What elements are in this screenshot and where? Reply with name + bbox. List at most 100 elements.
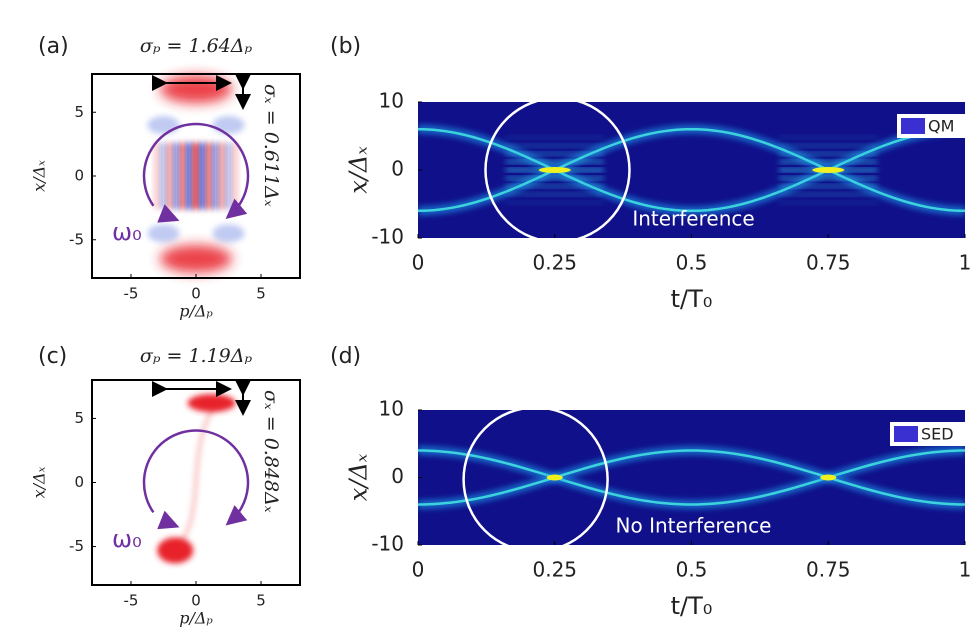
- fringe: [212, 142, 219, 210]
- fringe: [167, 142, 173, 210]
- fringe: [180, 142, 186, 210]
- x-tick-label: 1: [959, 251, 972, 275]
- fringe: [779, 176, 878, 180]
- annotation: Interference: [632, 207, 754, 231]
- fringe: [160, 142, 167, 210]
- panel: (d) No Interference SED 0 0.25 0.5 0.75 1 -10 0 10…: [330, 344, 971, 620]
- fringe: [505, 176, 604, 180]
- x-tick-label: 0: [412, 558, 425, 582]
- density-blob: [187, 394, 236, 413]
- y-tick-label: 5: [74, 103, 84, 121]
- heatmap: [418, 445, 965, 510]
- legend-swatch: [894, 426, 918, 442]
- rotation-arrow: [157, 510, 180, 530]
- x-tick-label: 5: [256, 285, 266, 303]
- omega-label: ω₀: [112, 218, 142, 246]
- lobe: [147, 224, 180, 243]
- sigma-x-label: σₓ = 0.611Δₓ: [260, 84, 282, 207]
- fringe: [225, 142, 232, 210]
- legend-label: SED: [921, 425, 954, 444]
- hotspot: [812, 167, 845, 173]
- x-tick-label: 0.25: [532, 558, 577, 582]
- x-axis-label: t/T₀: [671, 592, 713, 620]
- x-tick-label: 0: [191, 285, 201, 303]
- rotation-arrow: [157, 204, 180, 223]
- lobe: [212, 116, 245, 134]
- annotation: No Interference: [616, 514, 772, 538]
- x-tick-label: 0: [191, 592, 201, 610]
- y-axis-label: x/Δₓ: [345, 453, 373, 501]
- x-axis-label: t/T₀: [671, 285, 713, 313]
- x-tick-label: 0.5: [676, 558, 708, 582]
- panel: (b) Interference QM 0 0.25 0.5 0.75 1 -10 0 10 t/T₀…: [330, 34, 971, 313]
- y-tick-label: 0: [74, 167, 84, 185]
- x-tick-label: 1: [959, 558, 972, 582]
- fringe: [505, 201, 604, 205]
- x-tick-label: -5: [124, 592, 139, 610]
- fringe: [186, 142, 193, 210]
- panel: (c) ω₀ σₓ = 0.848Δₓ σₚ = 1.19Δₚ -5 0 5 -5 0 5 p/Δₚ…: [30, 344, 301, 628]
- density-blob: [160, 244, 232, 273]
- rotation-arrow: [142, 122, 250, 220]
- fringe: [154, 142, 160, 210]
- x-tick-label: 0.25: [532, 251, 577, 275]
- y-axis-label: x/Δₓ: [30, 466, 49, 498]
- fringe: [199, 142, 206, 210]
- y-tick-label: 10: [379, 397, 404, 421]
- panel: (a) ω₀ σₓ = 0.611Δₓ σₚ = 1.64Δₚ -5 0 5 -5 0 5 p/Δₚ…: [30, 34, 301, 321]
- x-axis-label: p/Δₚ: [179, 302, 213, 321]
- legend-swatch: [901, 118, 925, 134]
- fringe: [206, 142, 212, 210]
- rotation-arrow: [142, 429, 250, 526]
- x-tick-label: 0.5: [676, 251, 708, 275]
- title: σₚ = 1.64Δₚ: [140, 35, 253, 57]
- heatmap-background: [418, 410, 965, 545]
- fringe: [505, 135, 604, 139]
- y-axis-label: x/Δₓ: [345, 146, 373, 194]
- fringe: [779, 184, 878, 188]
- fringe: [779, 135, 878, 139]
- lobe: [212, 224, 245, 243]
- fringe: [779, 152, 878, 156]
- hotspot: [820, 474, 837, 481]
- y-tick-label: 10: [379, 89, 404, 113]
- y-tick-label: -5: [69, 537, 84, 555]
- fringe: [779, 160, 878, 164]
- fringe: [779, 201, 878, 205]
- fringe: [505, 152, 604, 156]
- highlight-circle: [484, 96, 631, 244]
- fringe: [779, 144, 878, 148]
- panel-label: (d): [330, 344, 361, 369]
- ridge: [418, 127, 965, 213]
- density-blob: [157, 537, 194, 564]
- trajectory: [175, 402, 217, 551]
- fringe: [505, 144, 604, 148]
- title: σₚ = 1.19Δₚ: [140, 345, 253, 367]
- fringe: [219, 142, 225, 210]
- x-axis-label: p/Δₚ: [179, 609, 213, 628]
- ridge: [418, 127, 965, 213]
- omega-label: ω₀: [112, 525, 142, 553]
- panel-label: (a): [38, 34, 69, 59]
- ridge: [418, 449, 965, 506]
- fringe: [173, 142, 180, 210]
- panel-label: (b): [330, 34, 361, 59]
- x-tick-label: 0: [412, 251, 425, 275]
- x-tick-label: 0.75: [806, 251, 851, 275]
- highlight-circle: [462, 406, 609, 553]
- ridge: [418, 449, 965, 506]
- sigma-x-label: σₓ = 0.848Δₓ: [260, 390, 282, 513]
- y-tick-label: 0: [391, 464, 404, 488]
- y-tick-label: 0: [391, 157, 404, 181]
- x-tick-label: 5: [256, 592, 266, 610]
- legend-label: QM: [928, 117, 954, 136]
- y-axis-label: x/Δₓ: [30, 160, 49, 192]
- hotspot: [546, 474, 563, 481]
- y-tick-label: -10: [371, 532, 404, 556]
- y-tick-label: 5: [74, 409, 84, 427]
- panel-label: (c): [38, 344, 67, 369]
- fringe: [193, 142, 199, 210]
- fringe: [232, 142, 238, 210]
